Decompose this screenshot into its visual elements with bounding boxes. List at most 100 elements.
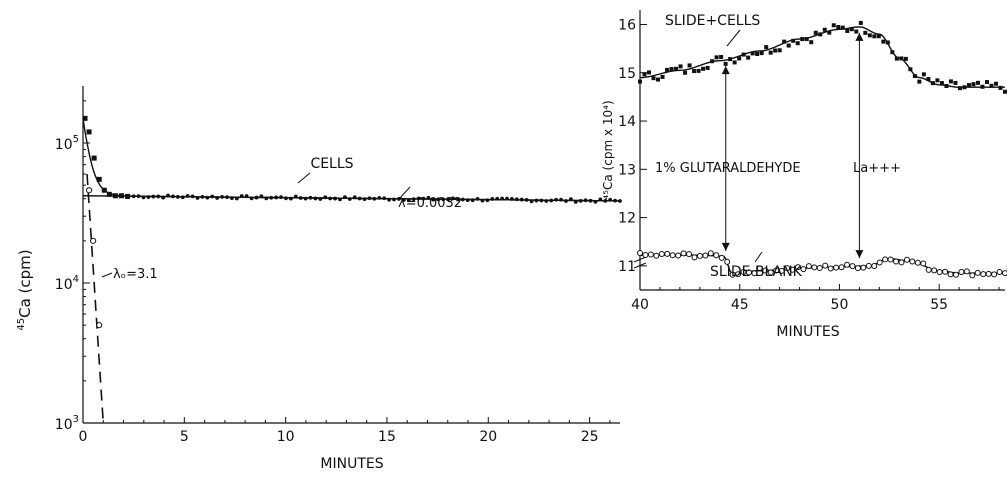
slide-blank-data-point (670, 253, 675, 258)
slide-cells-data-point (656, 78, 660, 82)
slide-cells-data-point (827, 31, 831, 35)
cells-data-point (318, 197, 322, 201)
slide-cells-data-point (818, 32, 822, 36)
slide-cells-data-point (823, 28, 827, 32)
cells-data-point (363, 197, 367, 201)
slide-cells-data-point (863, 31, 867, 35)
slide-cells-data-point (742, 53, 746, 57)
cells-data-point (225, 195, 229, 199)
left-x-tick-label: 10 (277, 429, 295, 445)
cells-data-point (284, 196, 288, 200)
slide-cells-data-point (953, 81, 957, 85)
cells-data-point (146, 195, 150, 199)
cells-data-point (490, 197, 494, 201)
slide-blank-data-point (648, 252, 653, 257)
left-y-tick-label: 104 (55, 274, 79, 293)
right-y-tick-label: 13 (618, 162, 636, 178)
slide-blank-data-point (937, 270, 942, 275)
slide-cells-data-point (832, 23, 836, 27)
glutaraldehyde-arrow-head-down (722, 243, 730, 251)
slide-blank-data-point (975, 270, 980, 275)
cells-data-point (309, 196, 313, 200)
slide-blank-data-point (823, 263, 828, 268)
slide-cells-data-point (679, 64, 683, 68)
right-x-tick-label: 40 (631, 297, 649, 313)
slide-blank-data-point (926, 267, 931, 272)
slide-blank-data-point (899, 260, 904, 265)
cells-data-point (102, 188, 107, 193)
left-y-axis-label: 45Ca (cpm) (16, 249, 34, 330)
cells-data-point (107, 192, 112, 197)
slide-blank-data-point (872, 263, 877, 268)
cells-data-point (520, 198, 524, 202)
slide-cells-data-point (881, 40, 885, 44)
cells-data-point (240, 194, 244, 198)
slide-blank-data-point (643, 252, 648, 257)
cells-data-point (250, 197, 254, 201)
cells-data-point (166, 194, 170, 198)
cells-data-point (564, 199, 568, 203)
slide-blank-data-point (654, 253, 659, 258)
right-trend-curves (640, 27, 1005, 273)
slide-cells-data-point (989, 84, 993, 88)
right-x-axis-label: MINUTES (776, 324, 839, 340)
cells-data-point (328, 197, 332, 201)
annotation-slide-cells: SLIDE+CELLS (665, 13, 760, 29)
slide-cells-data-point (958, 86, 962, 90)
cells-data-point (481, 199, 485, 203)
left-y-axis-label-superscript: 45 (16, 318, 27, 331)
fast-component-dashed-line (87, 174, 103, 423)
left-y-tick-base: 10 (55, 417, 73, 433)
right-y-tick-label: 11 (618, 259, 636, 275)
slide-cells-data-point (796, 41, 800, 45)
slide-cells-data-point (805, 37, 809, 41)
right-event-arrows (722, 33, 864, 258)
cells-data-point (530, 199, 534, 203)
cells-data-point (372, 197, 376, 201)
slide-blank-data-point (888, 257, 893, 262)
glutaraldehyde-arrow-head-up (722, 66, 730, 74)
slide-cells-data-point (971, 82, 975, 86)
slide-cells-data-point (638, 80, 642, 84)
cells-data-point (151, 195, 155, 199)
cells-data-point (539, 199, 543, 203)
cells-data-point (156, 195, 160, 199)
slide-cells-data-point (670, 67, 674, 71)
cells-data-point (201, 195, 205, 199)
cells-data-point (584, 198, 588, 202)
cells-data-point (279, 195, 283, 199)
slide-cells-data-point (746, 56, 750, 60)
cells-data-point (323, 195, 327, 199)
slide-cells-data-point (976, 81, 980, 85)
open-circle-data-point (97, 323, 102, 328)
slide-cells-data-point (962, 85, 966, 89)
slide-cells-data-point (872, 34, 876, 38)
slide-blank-data-point (932, 268, 937, 273)
cells-data-point (304, 197, 308, 201)
left-x-tick-label: 20 (479, 429, 497, 445)
slide-blank-data-point (959, 270, 964, 275)
slide-blank-data-point (861, 265, 866, 270)
cells-data-point (205, 196, 209, 200)
slide-cells-data-point (692, 69, 696, 73)
cells-data-point (181, 195, 185, 199)
slide-cells-data-point (809, 40, 813, 44)
left-y-tick-label: 105 (55, 134, 79, 153)
lanthanum-arrow-head-up (855, 33, 863, 41)
slide-blank-data-point (943, 269, 948, 274)
slide-cells-data-point (1003, 90, 1007, 94)
slide-cells-data-point (854, 30, 858, 34)
cells-data-point (196, 196, 200, 200)
slide-cells-data-point (697, 69, 701, 73)
slide-cells-data-point (706, 66, 710, 70)
right-y-tick-label: 15 (618, 66, 636, 82)
cells-data-point (574, 200, 578, 204)
cells-data-point (176, 195, 180, 199)
slide-cells-data-point (665, 68, 669, 72)
slide-blank-data-point (659, 252, 664, 257)
slide-cells-data-point (652, 76, 656, 80)
annotation-lambda-fast-pointer (102, 273, 112, 277)
